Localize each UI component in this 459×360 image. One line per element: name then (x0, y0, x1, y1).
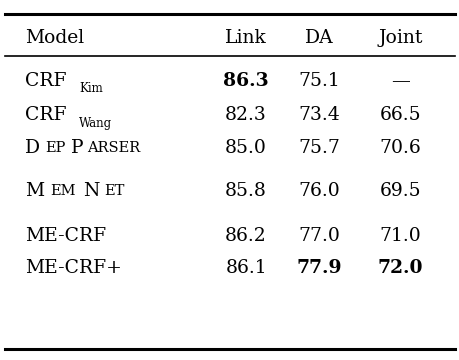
Text: 85.8: 85.8 (224, 182, 267, 200)
Text: EM: EM (50, 184, 75, 198)
Text: N: N (83, 182, 99, 200)
Text: Joint: Joint (377, 29, 421, 47)
Text: 77.0: 77.0 (298, 227, 340, 245)
Text: 69.5: 69.5 (379, 182, 420, 200)
Text: Model: Model (25, 29, 84, 47)
Text: Link: Link (225, 29, 266, 47)
Text: EP: EP (45, 141, 65, 154)
Text: 86.2: 86.2 (225, 227, 266, 245)
Text: CRF: CRF (25, 72, 67, 90)
Text: P: P (71, 139, 84, 157)
Text: 75.1: 75.1 (298, 72, 340, 90)
Text: ET: ET (104, 184, 124, 198)
Text: 76.0: 76.0 (298, 182, 340, 200)
Text: DA: DA (305, 29, 333, 47)
Text: 70.6: 70.6 (379, 139, 420, 157)
Text: —: — (390, 72, 409, 90)
Text: D: D (25, 139, 40, 157)
Text: ME-CRF: ME-CRF (25, 227, 106, 245)
Text: 85.0: 85.0 (224, 139, 267, 157)
Text: 75.7: 75.7 (298, 139, 340, 157)
Text: Wang: Wang (78, 117, 112, 130)
Text: 86.3: 86.3 (223, 72, 269, 90)
Text: 82.3: 82.3 (225, 106, 266, 124)
Text: 71.0: 71.0 (379, 227, 420, 245)
Text: CRF: CRF (25, 106, 67, 124)
Text: 73.4: 73.4 (298, 106, 340, 124)
Text: Kim: Kim (78, 82, 102, 95)
Text: M: M (25, 182, 45, 200)
Text: 66.5: 66.5 (379, 106, 420, 124)
Text: 72.0: 72.0 (377, 259, 422, 277)
Text: 77.9: 77.9 (297, 259, 341, 277)
Text: ME-CRF+: ME-CRF+ (25, 259, 122, 277)
Text: ARSER: ARSER (87, 141, 140, 154)
Text: 86.1: 86.1 (225, 259, 266, 277)
